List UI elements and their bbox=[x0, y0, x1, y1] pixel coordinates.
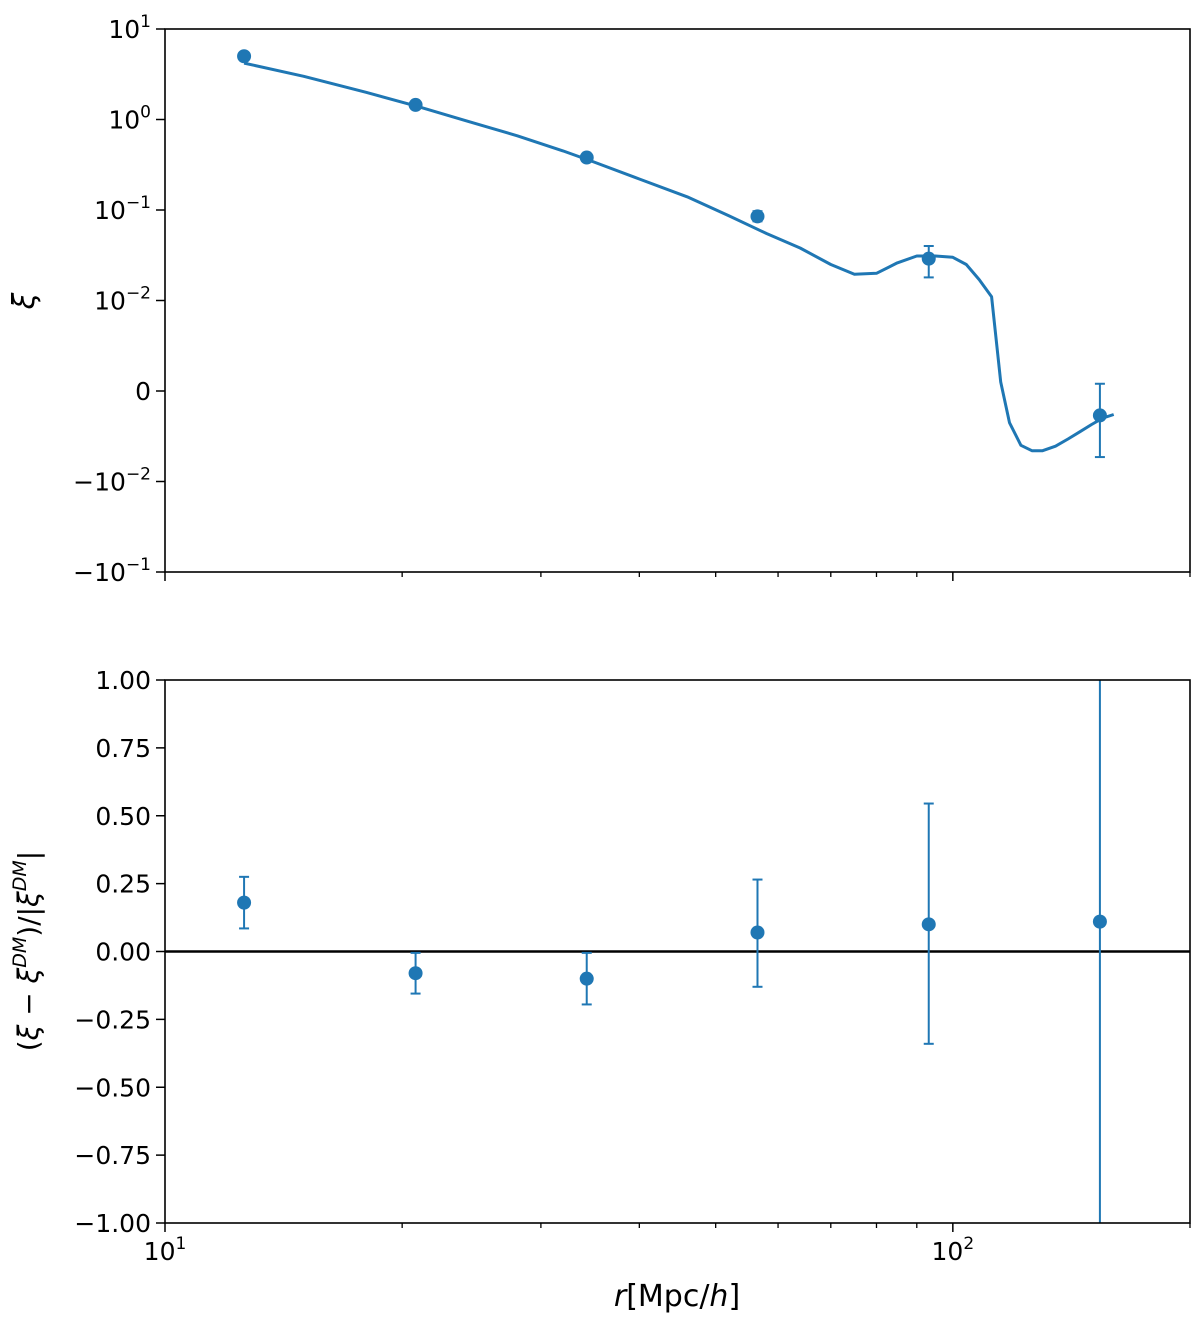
bottom-x-tick-label: 102 bbox=[932, 1234, 975, 1266]
top-data-point bbox=[237, 49, 252, 64]
top-axes-frame bbox=[164, 28, 1191, 573]
top-data-point bbox=[408, 97, 423, 112]
bottom-data-point bbox=[237, 895, 252, 910]
bottom-data-point bbox=[921, 917, 936, 932]
top-y-tick-label: 101 bbox=[108, 12, 151, 44]
top-y-tick-label: −10−1 bbox=[73, 555, 151, 587]
bottom-y-tick-label: 0.50 bbox=[95, 802, 151, 831]
top-data-point bbox=[750, 209, 765, 224]
bottom-y-tick-label: 0.25 bbox=[95, 870, 151, 899]
bottom-y-tick-label: −1.00 bbox=[74, 1209, 151, 1238]
top-data-point bbox=[579, 150, 594, 165]
bottom-y-tick-label: 0.00 bbox=[95, 938, 151, 967]
bottom-axes-frame bbox=[164, 679, 1191, 1224]
top-panel: 101 100 10−1 10−2 0 −10−2 −10−1 bbox=[73, 12, 1191, 587]
top-y-tick-label: 10−2 bbox=[94, 284, 151, 316]
top-y-tick-label: 100 bbox=[108, 103, 151, 135]
bottom-data-point bbox=[408, 966, 423, 981]
bottom-y-tick-label: −0.50 bbox=[74, 1073, 151, 1102]
bottom-data-point bbox=[750, 925, 765, 940]
bottom-data-point bbox=[1092, 914, 1107, 929]
top-data-point bbox=[1092, 408, 1107, 423]
bottom-ylabel: (ξ − ξDM)/|ξDM| bbox=[9, 851, 45, 1051]
top-data-point bbox=[921, 251, 936, 266]
bottom-xlabel: r[Mpc/h] bbox=[614, 1279, 740, 1314]
bottom-y-tick-label: 0.75 bbox=[95, 734, 151, 763]
top-y-tick-label: −10−2 bbox=[73, 465, 151, 497]
top-y-tick-label: 0 bbox=[135, 377, 151, 406]
top-y-tick-label: 10−1 bbox=[94, 193, 151, 225]
bottom-panel: −1.00 −0.75 −0.50 −0.25 0.00 0.25 0.50 0.75 1.00… bbox=[74, 666, 1191, 1266]
model-curve bbox=[243, 61, 1115, 453]
bottom-y-tick-label: −0.75 bbox=[74, 1141, 151, 1170]
top-ylabel: ξ bbox=[7, 292, 42, 310]
bottom-y-tick-label: 1.00 bbox=[95, 666, 151, 695]
bottom-y-tick-label: −0.25 bbox=[74, 1005, 151, 1034]
bottom-data-point bbox=[579, 971, 594, 986]
bottom-x-tick-label: 101 bbox=[144, 1234, 187, 1266]
